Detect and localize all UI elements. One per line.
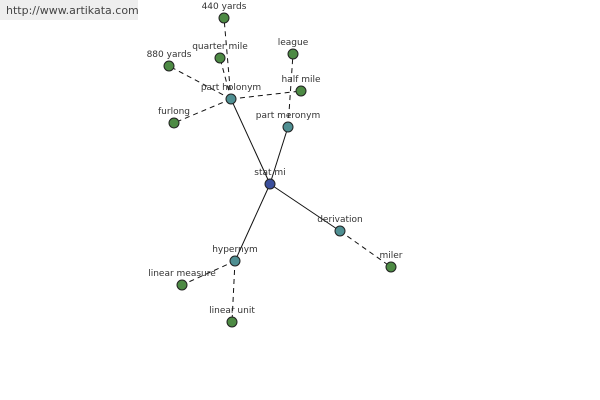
dashed-edge: [339, 230, 392, 268]
node-label: quarter mile: [192, 42, 248, 52]
node[interactable]: [264, 178, 276, 190]
edge: [269, 126, 289, 185]
node-label: miler: [379, 251, 402, 261]
node-label: part meronym: [256, 111, 320, 121]
node[interactable]: [229, 255, 241, 267]
node[interactable]: [334, 225, 346, 237]
node[interactable]: [163, 60, 175, 72]
dashed-edge: [168, 65, 232, 100]
node[interactable]: [225, 93, 237, 105]
node-label: 440 yards: [202, 2, 247, 12]
dashed-edge: [181, 260, 236, 286]
dashed-edge: [173, 98, 232, 124]
node-label: furlong: [158, 107, 190, 117]
edge: [230, 98, 271, 185]
node-label: linear measure: [148, 269, 216, 279]
node[interactable]: [168, 117, 180, 129]
node[interactable]: [295, 85, 307, 97]
dashed-edge: [287, 53, 294, 128]
node-label: stat mi: [254, 168, 285, 178]
dashed-edge: [219, 57, 232, 100]
node[interactable]: [176, 279, 188, 291]
node[interactable]: [218, 12, 230, 24]
node[interactable]: [214, 52, 226, 64]
node-label: hypernym: [212, 245, 258, 255]
node-label: part holonym: [201, 83, 261, 93]
node-label: derivation: [317, 215, 363, 225]
node-label: league: [278, 38, 309, 48]
dashed-edge: [231, 260, 236, 323]
node-label: linear unit: [209, 306, 255, 316]
node-label: 880 yards: [147, 50, 192, 60]
node-label: half mile: [281, 75, 321, 85]
node[interactable]: [385, 261, 397, 273]
node[interactable]: [226, 316, 238, 328]
site-url[interactable]: http://www.artikata.com: [0, 0, 139, 20]
edge: [234, 183, 271, 262]
dashed-edge: [223, 17, 232, 100]
edge: [269, 183, 341, 232]
node[interactable]: [287, 48, 299, 60]
node[interactable]: [282, 121, 294, 133]
dashed-edge: [230, 90, 302, 100]
